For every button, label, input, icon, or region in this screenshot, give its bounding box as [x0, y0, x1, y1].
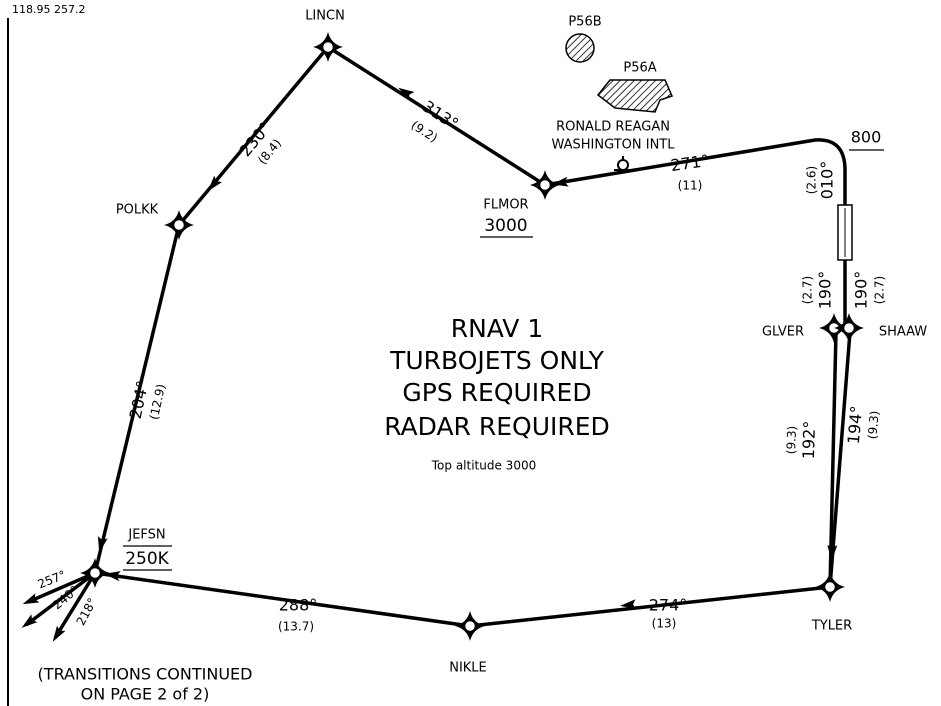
distance: (2.7): [873, 276, 887, 304]
course: 190°: [852, 271, 871, 310]
route: [24, 45, 853, 639]
waypoint-name: TYLER: [811, 619, 852, 634]
course: 271°: [669, 151, 710, 175]
course: 194°: [844, 405, 866, 445]
arrows: [21, 87, 838, 642]
distance: (2.6): [805, 166, 819, 194]
area-label: P56B: [568, 15, 601, 30]
arrowhead: [52, 625, 66, 642]
arrowhead: [22, 593, 40, 605]
top-altitude: Top altitude 3000: [431, 459, 536, 473]
note: RADAR REQUIRED: [384, 412, 610, 441]
continuation: (TRANSITIONS CONTINUED: [38, 665, 253, 684]
waypoint-name: LINCN: [305, 9, 345, 24]
distance: (13): [652, 617, 677, 631]
arrowhead: [620, 599, 637, 610]
waypoint-name: JEFSN: [127, 528, 165, 543]
waypoint-name: POLKK: [116, 203, 159, 218]
distance: (2.7): [801, 276, 815, 304]
arrowhead: [827, 544, 838, 561]
distance: (11): [678, 179, 703, 193]
arrowhead: [398, 87, 415, 101]
arrowhead: [207, 175, 222, 192]
waypoint-altitude: 250K: [125, 549, 169, 569]
waypoint-name: SHAAW: [879, 325, 927, 340]
course: 274°: [649, 596, 688, 615]
note: GPS REQUIRED: [402, 378, 591, 407]
frequencies: 118.95 257.2: [12, 3, 85, 16]
prohibited-area: [596, 79, 674, 113]
leg-labels: 230° (8.4) 313° (9.2) 271° (11) (2.6) 01…: [36, 97, 887, 634]
airport-altitude: 800: [851, 128, 882, 147]
airport-name: WASHINGTON INTL: [551, 138, 675, 153]
course: 010°: [818, 161, 837, 200]
arrowhead: [104, 571, 121, 582]
course: 288°: [279, 596, 318, 615]
continuation: ON PAGE 2 of 2): [81, 685, 210, 704]
note: TURBOJETS ONLY: [389, 346, 605, 375]
waypoint-name: FLMOR: [483, 198, 528, 213]
area-label: P56A: [623, 61, 656, 76]
arrowhead: [97, 536, 108, 553]
waypoint-name: NIKLE: [449, 661, 487, 676]
prohibited-area: [565, 33, 595, 63]
distance: (9.3): [865, 410, 881, 440]
distance: (9.3): [784, 426, 799, 455]
distance: (13.7): [278, 620, 314, 634]
airport-symbol: [614, 156, 632, 171]
course: 192°: [799, 420, 819, 459]
waypoint-altitude: 3000: [484, 216, 527, 236]
course: 190°: [816, 271, 835, 310]
note: RNAV 1: [451, 314, 544, 343]
airport-name: RONALD REAGAN: [556, 120, 670, 135]
waypoint-name: GLVER: [762, 325, 804, 340]
arrowhead: [21, 614, 38, 628]
